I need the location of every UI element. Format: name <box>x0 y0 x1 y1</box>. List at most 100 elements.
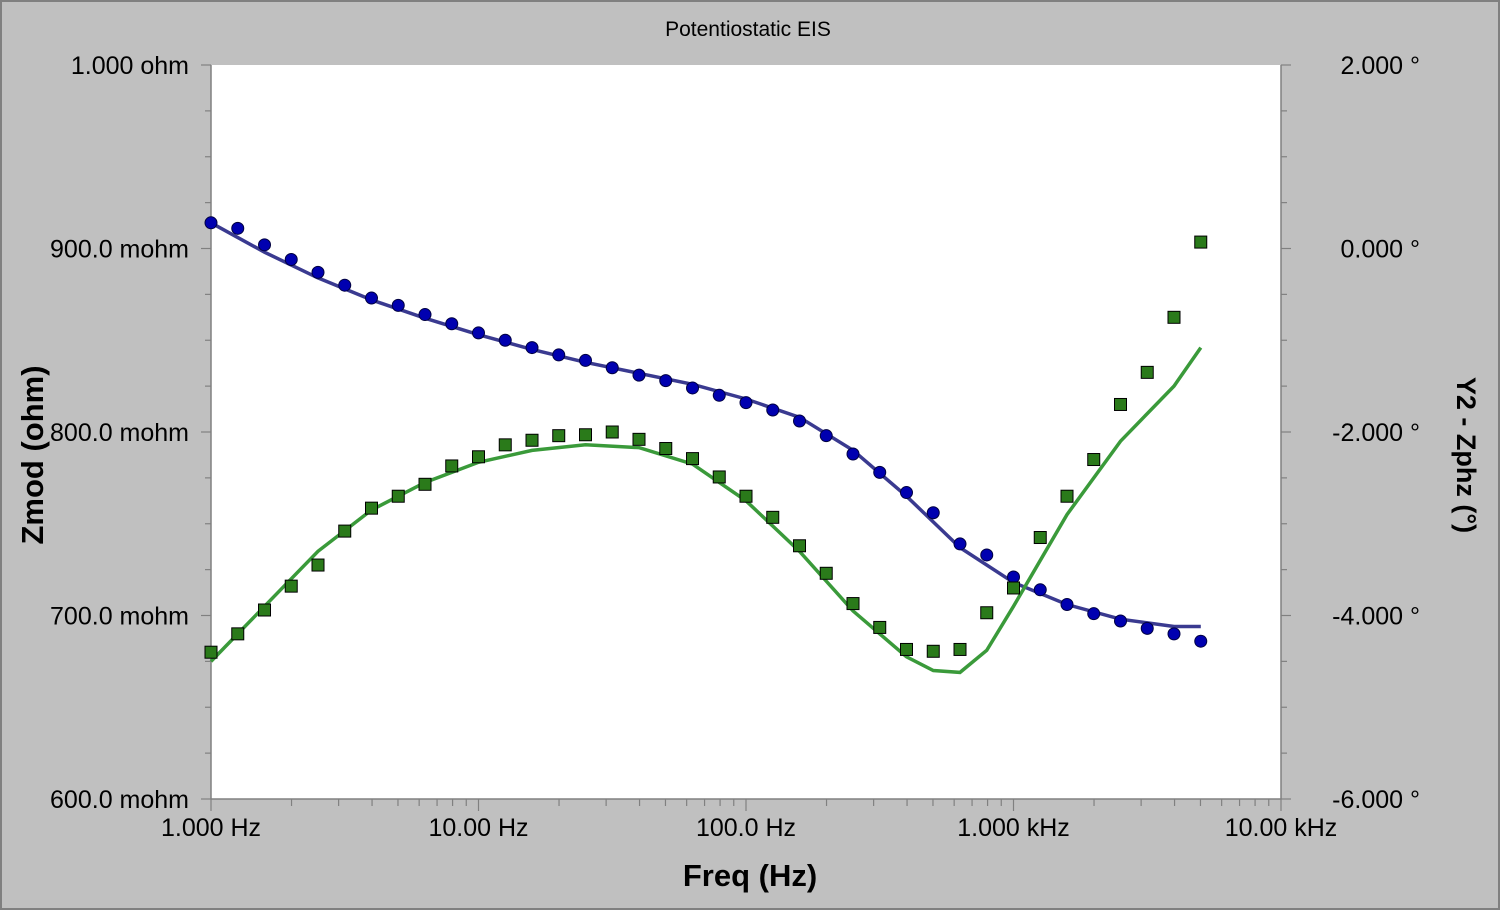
phase-point <box>739 489 753 503</box>
y-tick-label: 900.0 mohm <box>50 236 189 264</box>
phase-point <box>231 627 245 641</box>
phase-point <box>1087 453 1101 467</box>
phase-point <box>338 524 352 538</box>
y-axis-label: Zmod (ohm) <box>15 365 50 544</box>
zmod-point <box>1033 583 1047 597</box>
zmod-point <box>632 368 646 382</box>
phase-point <box>712 470 726 484</box>
zmod-point <box>926 506 940 520</box>
x-axis-label: Freq (Hz) <box>683 858 817 893</box>
zmod-point <box>391 298 405 312</box>
phase-point <box>391 489 405 503</box>
zmod-point <box>418 308 432 322</box>
zmod-point <box>445 317 459 331</box>
zmod-point <box>472 326 485 340</box>
zmod-point <box>204 216 218 230</box>
phase-point <box>311 558 325 572</box>
y2-tick-label: 0.000 ° <box>1340 236 1420 264</box>
zmod-point <box>338 278 352 292</box>
zmod-point <box>284 253 298 267</box>
phase-point <box>445 459 459 473</box>
phase-point <box>1167 310 1181 324</box>
phase-point <box>659 442 673 456</box>
zmod-point <box>552 348 566 362</box>
phase-point <box>1114 397 1128 411</box>
phase-point <box>258 603 272 617</box>
zmod-point <box>498 333 512 347</box>
phase-point <box>498 438 512 452</box>
y-tick-label: 1.000 ohm <box>71 52 189 80</box>
phase-point <box>1140 365 1154 379</box>
zmod-point <box>1007 570 1020 584</box>
zmod-point <box>311 265 325 279</box>
x-tick-label: 100.0 Hz <box>696 814 796 842</box>
zmod-point <box>873 465 887 479</box>
phase-point <box>364 501 378 515</box>
phase-point <box>926 644 940 658</box>
zmod-point <box>1194 634 1208 648</box>
plot-area <box>211 65 1281 799</box>
zmod-point <box>1167 627 1181 641</box>
y-tick-label: 800.0 mohm <box>50 419 189 447</box>
zmod-point <box>766 403 780 417</box>
zmod-point <box>525 341 539 355</box>
phase-point <box>793 539 807 553</box>
phase-point <box>525 433 539 447</box>
zmod-point <box>1087 607 1101 621</box>
axis-tick-labels: 1.000 Hz 10.00 Hz 100.0 Hz 1.000 kHz 10.00 k… <box>50 52 1420 842</box>
phase-point <box>1007 581 1020 595</box>
axis-ticks <box>201 64 1291 811</box>
y2-tick-label: -6.000 ° <box>1332 786 1420 814</box>
x-tick-label: 1.000 kHz <box>957 814 1070 842</box>
zmod-point <box>739 396 753 410</box>
zmod-point <box>793 414 807 428</box>
zmod-point <box>579 353 593 367</box>
phase-point <box>552 429 566 443</box>
phase-point <box>873 620 887 634</box>
zmod-point <box>605 361 619 375</box>
x-tick-label: 1.000 Hz <box>161 814 261 842</box>
phase-point <box>686 452 700 466</box>
phase-point <box>632 432 646 446</box>
phase-point <box>472 450 485 464</box>
x-tick-label: 10.00 kHz <box>1225 814 1338 842</box>
phase-point <box>980 606 994 620</box>
y-tick-label: 600.0 mohm <box>50 786 189 814</box>
zmod-point <box>231 221 245 235</box>
chart-title: Potentiostatic EIS <box>665 18 831 41</box>
y2-tick-label: -2.000 ° <box>1332 419 1420 447</box>
zmod-point <box>659 374 673 388</box>
y2-axis-label: Y2 - Zphz (°) <box>1451 377 1481 533</box>
phase-point <box>846 597 860 611</box>
phase-point <box>1060 489 1074 503</box>
zmod-point <box>1060 597 1074 611</box>
phase-point <box>579 428 593 442</box>
zmod-point <box>1140 621 1154 635</box>
x-tick-label: 10.00 Hz <box>428 814 528 842</box>
phase-point <box>766 510 780 524</box>
y2-tick-label: 2.000 ° <box>1340 52 1420 80</box>
phase-point <box>953 642 967 656</box>
y2-tick-label: -4.000 ° <box>1332 603 1420 631</box>
phase-point <box>899 642 913 656</box>
zmod-point <box>899 486 913 500</box>
zmod-point <box>980 548 994 562</box>
phase-point <box>418 477 432 491</box>
phase-point <box>819 566 833 580</box>
phase-point <box>1033 531 1047 545</box>
phase-point <box>284 579 298 593</box>
y-tick-label: 700.0 mohm <box>50 603 189 631</box>
zmod-point <box>953 537 967 551</box>
zmod-point <box>258 238 272 252</box>
phase-point <box>1194 235 1208 249</box>
zmod-point <box>364 291 378 305</box>
zmod-point <box>712 388 726 402</box>
zmod-point <box>819 429 833 443</box>
zmod-point <box>846 447 860 461</box>
phase-point <box>204 645 218 659</box>
phase-point <box>605 425 619 439</box>
series-layer <box>204 216 1208 675</box>
zmod-point <box>686 381 700 395</box>
zmod-point <box>1114 614 1128 628</box>
